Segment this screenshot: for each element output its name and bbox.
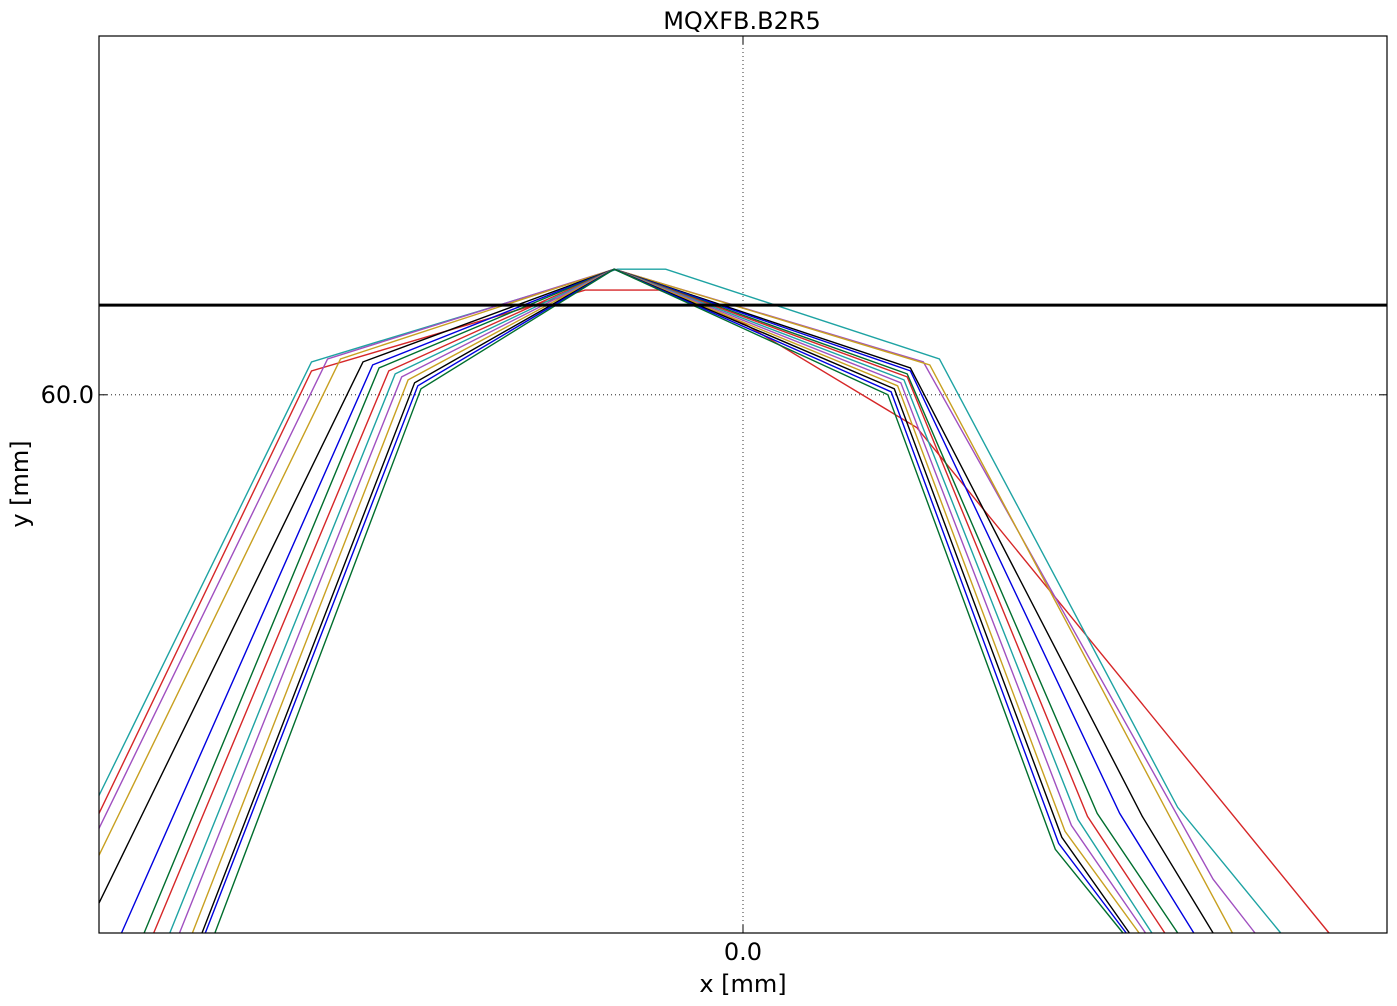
series-line-0: [98, 289, 1330, 934]
series-line-6: [143, 268, 1179, 934]
series-line-5: [120, 268, 1195, 934]
y-axis-label: y [mm]: [6, 440, 34, 527]
series-line-12: [204, 268, 1127, 934]
series-line-10: [191, 268, 1140, 934]
series-line-1: [98, 268, 1282, 934]
series-line-8: [169, 268, 1153, 934]
grid: [99, 36, 1387, 933]
x-axis-label: x [mm]: [699, 970, 786, 998]
series-line-9: [178, 268, 1147, 934]
series-line-13: [214, 268, 1124, 934]
series-line-7: [153, 268, 1166, 934]
series-line-4: [98, 268, 1214, 934]
y-tick-label-0: 60.0: [41, 381, 94, 409]
series-layer: [98, 268, 1330, 934]
x-tick-label-0: 0.0: [724, 938, 762, 966]
plot-area: 0.0 60.0: [41, 35, 1388, 966]
chart-title: MQXFB.B2R5: [663, 7, 821, 35]
series-line-3: [98, 268, 1234, 934]
ticks: 0.0 60.0: [41, 36, 1387, 966]
series-line-2: [98, 268, 1256, 934]
series-line-11: [201, 268, 1130, 934]
